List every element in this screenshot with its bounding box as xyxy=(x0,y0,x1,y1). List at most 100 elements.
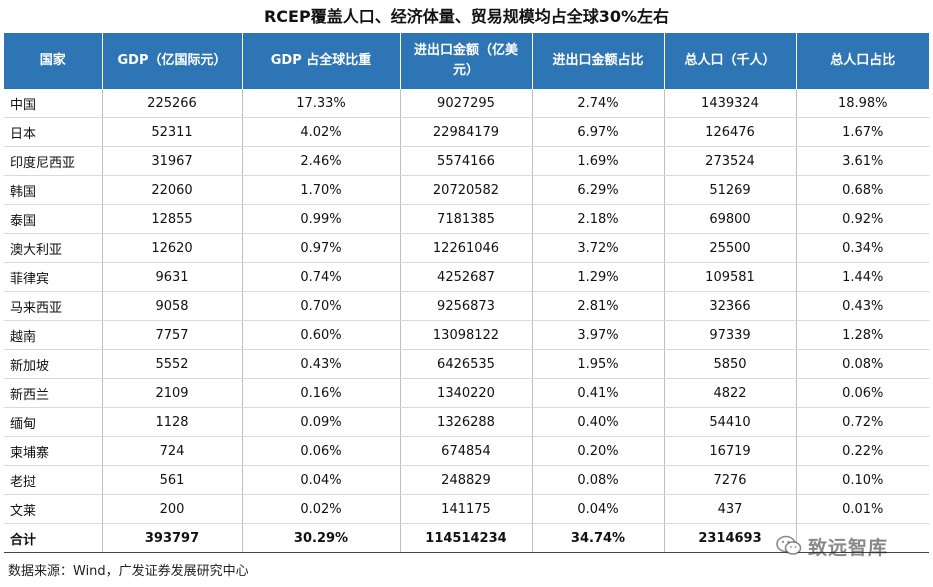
cell-trade-share: 0.08% xyxy=(532,465,665,495)
table-row: 中国 225266 17.33% 9027295 2.74% 1439324 18.98% xyxy=(4,89,929,118)
cell-country: 新加坡 xyxy=(4,349,103,379)
cell-trade: 141175 xyxy=(400,494,533,524)
cell-gdp: 22060 xyxy=(102,175,243,205)
table-row: 日本 52311 4.02% 22984179 6.97% 126476 1.67% xyxy=(4,117,929,147)
cell-trade: 1326288 xyxy=(400,407,533,437)
cell-gdp-share: 0.06% xyxy=(242,436,401,466)
table-header: 国家 GDP（亿国际元） GDP 占全球比重 进出口金额（亿美元） 进出口金额占… xyxy=(4,33,929,89)
cell-population: 25500 xyxy=(664,233,797,263)
total-row: 合计 393797 30.29% 114514234 34.74% 2314693 xyxy=(4,523,929,553)
total-cell-country: 合计 xyxy=(4,523,103,553)
total-cell-gdp: 393797 xyxy=(102,523,243,553)
cell-trade-share: 6.97% xyxy=(532,117,665,147)
cell-country: 泰国 xyxy=(4,204,103,234)
cell-population: 51269 xyxy=(664,175,797,205)
cell-trade: 7181385 xyxy=(400,204,533,234)
cell-population-share: 0.72% xyxy=(796,407,929,437)
cell-gdp-share: 2.46% xyxy=(242,146,401,176)
col-header-trade: 进出口金额（亿美元） xyxy=(400,33,533,89)
cell-population-share: 0.34% xyxy=(796,233,929,263)
cell-gdp-share: 0.04% xyxy=(242,465,401,495)
cell-population: 273524 xyxy=(664,146,797,176)
cell-trade: 9027295 xyxy=(400,89,533,118)
total-cell-trade-share: 34.74% xyxy=(532,523,665,553)
cell-gdp: 2109 xyxy=(102,378,243,408)
cell-population-share: 18.98% xyxy=(796,89,929,118)
cell-population-share: 0.01% xyxy=(796,494,929,524)
cell-trade: 1340220 xyxy=(400,378,533,408)
cell-trade-share: 1.29% xyxy=(532,262,665,292)
cell-gdp: 561 xyxy=(102,465,243,495)
cell-trade: 22984179 xyxy=(400,117,533,147)
cell-population: 54410 xyxy=(664,407,797,437)
table-row: 缅甸 1128 0.09% 1326288 0.40% 54410 0.72% xyxy=(4,407,929,437)
cell-population-share: 1.28% xyxy=(796,320,929,350)
cell-country: 韩国 xyxy=(4,175,103,205)
table-body: 中国 225266 17.33% 9027295 2.74% 1439324 18.98% 日… xyxy=(4,89,929,553)
table-row: 菲律宾 9631 0.74% 4252687 1.29% 109581 1.44% xyxy=(4,262,929,292)
cell-gdp: 12855 xyxy=(102,204,243,234)
cell-population-share: 0.08% xyxy=(796,349,929,379)
cell-gdp: 31967 xyxy=(102,146,243,176)
cell-population-share: 1.67% xyxy=(796,117,929,147)
table-row: 印度尼西亚 31967 2.46% 5574166 1.69% 273524 3.61% xyxy=(4,146,929,176)
cell-trade-share: 0.40% xyxy=(532,407,665,437)
cell-trade-share: 6.29% xyxy=(532,175,665,205)
cell-country: 澳大利亚 xyxy=(4,233,103,263)
cell-gdp: 7757 xyxy=(102,320,243,350)
cell-country: 印度尼西亚 xyxy=(4,146,103,176)
table-row: 新加坡 5552 0.43% 6426535 1.95% 5850 0.08% xyxy=(4,349,929,379)
cell-country: 日本 xyxy=(4,117,103,147)
cell-trade-share: 2.74% xyxy=(532,89,665,118)
cell-population-share: 0.22% xyxy=(796,436,929,466)
cell-trade-share: 2.81% xyxy=(532,291,665,321)
table-title: RCEP覆盖人口、经济体量、贸易规模均占全球30%左右 xyxy=(263,7,670,26)
cell-gdp: 225266 xyxy=(102,89,243,118)
cell-population-share: 0.10% xyxy=(796,465,929,495)
cell-gdp-share: 0.02% xyxy=(242,494,401,524)
cell-gdp-share: 17.33% xyxy=(242,89,401,118)
table-row: 泰国 12855 0.99% 7181385 2.18% 69800 0.92% xyxy=(4,204,929,234)
col-header-trade-share: 进出口金额占比 xyxy=(532,33,665,89)
cell-gdp-share: 0.74% xyxy=(242,262,401,292)
cell-country: 新西兰 xyxy=(4,378,103,408)
cell-trade: 248829 xyxy=(400,465,533,495)
cell-gdp-share: 0.97% xyxy=(242,233,401,263)
table-row: 澳大利亚 12620 0.97% 12261046 3.72% 25500 0.34% xyxy=(4,233,929,263)
cell-gdp: 724 xyxy=(102,436,243,466)
cell-gdp-share: 4.02% xyxy=(242,117,401,147)
col-header-country: 国家 xyxy=(4,33,103,89)
cell-gdp-share: 0.60% xyxy=(242,320,401,350)
table-row: 新西兰 2109 0.16% 1340220 0.41% 4822 0.06% xyxy=(4,378,929,408)
cell-population: 69800 xyxy=(664,204,797,234)
cell-population-share: 3.61% xyxy=(796,146,929,176)
cell-country: 菲律宾 xyxy=(4,262,103,292)
cell-population: 1439324 xyxy=(664,89,797,118)
total-cell-trade: 114514234 xyxy=(400,523,533,553)
rcep-table: 国家 GDP（亿国际元） GDP 占全球比重 进出口金额（亿美元） 进出口金额占… xyxy=(4,33,929,553)
cell-population-share: 0.06% xyxy=(796,378,929,408)
cell-gdp: 12620 xyxy=(102,233,243,263)
cell-trade: 6426535 xyxy=(400,349,533,379)
cell-trade-share: 0.41% xyxy=(532,378,665,408)
cell-trade-share: 1.95% xyxy=(532,349,665,379)
cell-trade-share: 0.04% xyxy=(532,494,665,524)
col-header-gdp-share: GDP 占全球比重 xyxy=(242,33,401,89)
cell-population: 5850 xyxy=(664,349,797,379)
total-cell-gdp-share: 30.29% xyxy=(242,523,401,553)
cell-gdp-share: 0.99% xyxy=(242,204,401,234)
cell-trade: 13098122 xyxy=(400,320,533,350)
table-row: 韩国 22060 1.70% 20720582 6.29% 51269 0.68% xyxy=(4,175,929,205)
cell-gdp: 9058 xyxy=(102,291,243,321)
cell-population-share: 0.68% xyxy=(796,175,929,205)
cell-population: 126476 xyxy=(664,117,797,147)
cell-gdp: 5552 xyxy=(102,349,243,379)
cell-trade-share: 3.97% xyxy=(532,320,665,350)
cell-trade: 9256873 xyxy=(400,291,533,321)
cell-trade-share: 3.72% xyxy=(532,233,665,263)
table-row: 越南 7757 0.60% 13098122 3.97% 97339 1.28% xyxy=(4,320,929,350)
table-row: 老挝 561 0.04% 248829 0.08% 7276 0.10% xyxy=(4,465,929,495)
cell-trade: 4252687 xyxy=(400,262,533,292)
cell-trade-share: 1.69% xyxy=(532,146,665,176)
cell-country: 文莱 xyxy=(4,494,103,524)
